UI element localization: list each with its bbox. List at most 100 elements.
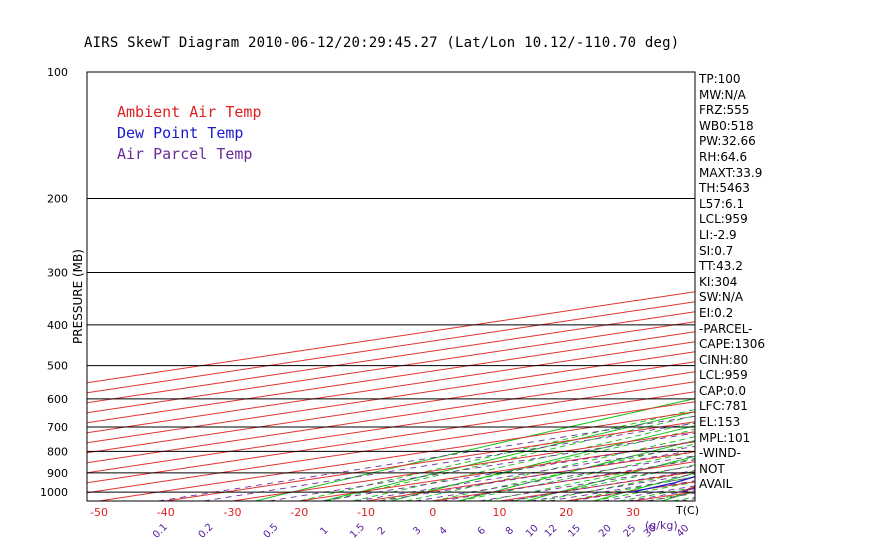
bottom-temp-tick-label: -10 <box>357 506 375 519</box>
mixing-ratio-tick-label: 25 <box>622 523 639 540</box>
stat-line: NOT <box>699 461 725 476</box>
plot-area <box>87 72 870 501</box>
pressure-tick-label: 1000 <box>40 486 68 499</box>
mixing-ratio-tick-label: 10 <box>524 523 541 540</box>
stat-line: TH:5463 <box>699 181 750 196</box>
isotherm <box>499 471 695 501</box>
pressure-tick-label: 600 <box>47 393 68 406</box>
stat-line: EI:0.2 <box>699 305 734 320</box>
stat-line: -WIND- <box>699 446 741 461</box>
mixing-ratio-tick-label: 0.2 <box>197 522 216 541</box>
isotherm <box>87 361 695 454</box>
moist-adiabat <box>512 464 695 501</box>
stat-line: LI:-2.9 <box>699 227 737 242</box>
mixing-ratio-line <box>322 440 695 501</box>
mixing-ratio-tick-label: 15 <box>566 523 583 540</box>
mixing-ratio-line <box>530 473 695 501</box>
isotherm <box>165 421 695 501</box>
stat-line: MW:N/A <box>699 87 746 102</box>
pressure-tick-label: 800 <box>47 445 68 458</box>
bottom-temp-tick-label: -40 <box>157 506 175 519</box>
mixing-ratio-tick-label: 6 <box>476 525 488 537</box>
dry-adiabat <box>661 490 695 501</box>
dry-adiabat <box>525 455 695 501</box>
isotherm <box>98 411 695 501</box>
stat-line: LFC:781 <box>699 399 748 414</box>
isotherm <box>87 401 695 494</box>
mixing-ratio-line <box>379 449 695 501</box>
stat-line: MAXT:33.9 <box>699 165 763 180</box>
bottom-temp-tick-label: 0 <box>429 506 436 519</box>
isotherm <box>365 451 695 501</box>
stats-panel: TP:100 MW:N/A FRZ:555 WB0:518 PW:32.66 RH:64.… <box>699 72 765 493</box>
stat-line: CINH:80 <box>699 352 749 367</box>
mixing-ratio-line <box>203 422 695 501</box>
pressure-tick-label: 900 <box>47 467 68 480</box>
isotherm <box>299 441 695 501</box>
mixing-ratio-line <box>479 465 695 501</box>
mixing-ratio-line <box>355 445 695 501</box>
stat-line: WB0:518 <box>699 118 754 133</box>
stat-line: SI:0.7 <box>699 243 734 258</box>
stat-line: FRZ:555 <box>699 103 750 118</box>
pressure-tick-label: 500 <box>47 360 68 373</box>
bottom-temp-tick-label: -30 <box>224 506 242 519</box>
stat-line: PW:32.66 <box>699 134 756 149</box>
stat-line: KI:304 <box>699 274 738 289</box>
pressure-tick-label: 300 <box>47 266 68 279</box>
mixing-ratio-line <box>548 476 695 501</box>
chart-title: AIRS SkewT Diagram 2010-06-12/20:29:45.2… <box>84 35 680 51</box>
stat-line: L57:6.1 <box>699 196 745 211</box>
dry-adiabat <box>255 398 695 501</box>
stat-line: MPL:101 <box>699 430 751 445</box>
stat-line: RH:64.6 <box>699 149 748 164</box>
mixing-ratio-tick-label: 2 <box>376 525 388 537</box>
mixing-ratio-line <box>158 415 695 501</box>
moist-adiabat <box>406 436 695 501</box>
stat-line: LCL:959 <box>699 212 748 227</box>
isotherm <box>87 341 695 434</box>
legend-entry: Air Parcel Temp <box>117 145 252 163</box>
dry-adiabat <box>322 411 695 501</box>
bottom-temp-tick-label: 20 <box>559 506 573 519</box>
stat-line: TT:43.2 <box>699 259 743 274</box>
mixing-ratio-tick-label: 1.5 <box>348 522 367 541</box>
mixing-ratio-line <box>268 432 695 501</box>
mixing-ratio-tick-label: 3 <box>411 525 423 537</box>
mixing-ratio-tick-label: 4 <box>437 525 449 537</box>
bottom-temp-tick-label: -50 <box>90 506 108 519</box>
isotherm <box>87 371 695 464</box>
y-axis-label: PRESSURE (MB) <box>71 249 85 344</box>
mixing-ratio-line <box>507 470 695 501</box>
mixing-ratio-line <box>441 459 695 501</box>
bottom-temp-tick-label: 10 <box>493 506 507 519</box>
stat-line: LCL:959 <box>699 368 748 383</box>
mixing-ratio-line <box>415 455 695 501</box>
isotherm <box>767 72 870 501</box>
isotherm <box>87 381 695 474</box>
legend-entry: Dew Point Temp <box>117 124 243 142</box>
mixing-ratio-tick-label: 20 <box>597 523 614 540</box>
stat-line: TP:100 <box>699 72 741 86</box>
bottom-temp-tick-label: 30 <box>626 506 640 519</box>
mixing-ratio-unit-label: (g/kg) <box>645 519 678 532</box>
temp-unit-label: T(C) <box>675 504 699 517</box>
pressure-tick-label: 100 <box>47 66 68 79</box>
mixing-ratio-line <box>572 480 695 501</box>
pressure-tick-label: 200 <box>47 192 68 205</box>
isotherm <box>87 351 695 444</box>
mixing-ratio-tick-label: 8 <box>504 525 516 537</box>
mixing-ratio-tick-label: 0.1 <box>151 522 170 541</box>
stat-line: SW:N/A <box>699 290 744 305</box>
moist-adiabat <box>325 415 695 501</box>
dry-adiabat <box>865 72 870 501</box>
stat-line: CAPE:1306 <box>699 337 765 352</box>
plot-frame <box>86 71 696 502</box>
moist-adiabat <box>352 421 695 501</box>
legend-entry: Ambient Air Temp <box>117 103 262 121</box>
pressure-tick-label: 700 <box>47 421 68 434</box>
mixing-ratio-tick-label: 0.5 <box>262 522 281 541</box>
stat-line: CAP:0.0 <box>699 383 746 398</box>
stat-line: -PARCEL- <box>699 321 753 336</box>
